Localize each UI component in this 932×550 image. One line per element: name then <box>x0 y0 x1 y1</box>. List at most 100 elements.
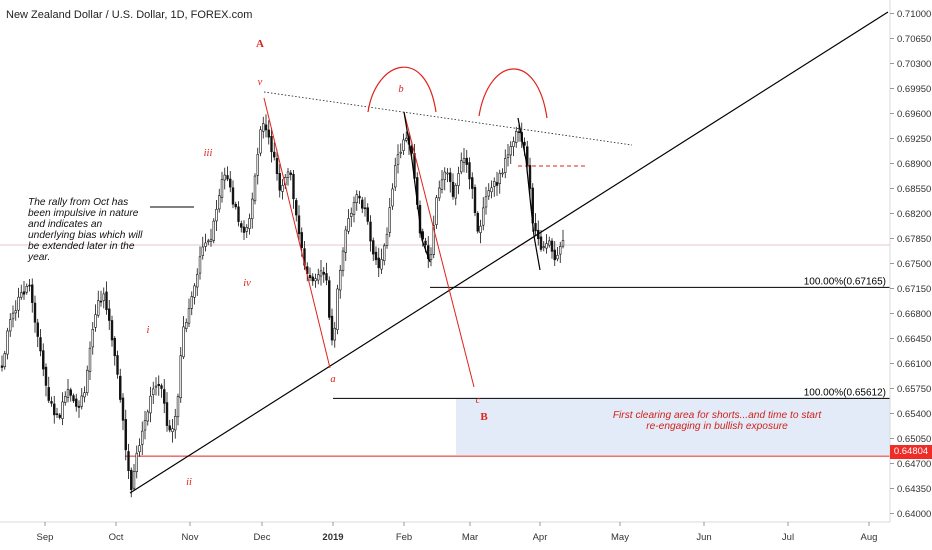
candle-body-203 <box>559 246 562 255</box>
candle-body-54 <box>149 395 152 414</box>
candle-body-122 <box>336 288 339 330</box>
candle-body-49 <box>135 452 138 473</box>
candle-body-29 <box>80 395 83 407</box>
price-tick-label-6: 0.66100 <box>897 359 931 370</box>
candle-body-63 <box>174 415 177 431</box>
candle-body-33 <box>91 329 94 348</box>
candle-body-62 <box>171 428 174 432</box>
candle-body-47 <box>130 469 133 490</box>
candle-body-17 <box>47 387 50 401</box>
candle-body-165 <box>454 184 457 199</box>
candle-body-124 <box>341 250 345 272</box>
candle-body-181 <box>498 172 501 184</box>
candle-body-194 <box>534 223 537 232</box>
price-tick-label-19: 0.70650 <box>897 34 931 45</box>
wave-c-drop <box>517 117 541 271</box>
candle-body-61 <box>168 425 171 431</box>
candle-body-116 <box>319 270 323 277</box>
candle-body-118 <box>325 273 328 281</box>
time-tick-label-3: Dec <box>254 532 271 543</box>
candle-body-142 <box>391 188 394 207</box>
time-tick-label-0: Sep <box>37 532 54 543</box>
candle-body-88 <box>242 226 246 233</box>
candle-body-69 <box>190 296 193 309</box>
candle-body-75 <box>207 240 210 243</box>
candle-body-173 <box>476 212 479 232</box>
fib-level-label-2: 100.00%(0.65612) <box>804 387 886 398</box>
fib-level-label-1: 100.00%(0.67165) <box>804 276 886 287</box>
candle-body-129 <box>355 194 358 204</box>
candle-body-41 <box>113 337 116 357</box>
candle-body-113 <box>311 276 314 282</box>
candle-body-137 <box>377 257 380 269</box>
candle-body-145 <box>399 151 402 154</box>
candle-body-139 <box>383 245 386 262</box>
candle-body-94 <box>259 129 262 154</box>
candle-body-140 <box>385 233 389 246</box>
candle-body-97 <box>267 129 270 138</box>
candle-body-128 <box>352 201 356 215</box>
current-level-price-tag: 0.64804 <box>890 445 932 459</box>
candle-body-74 <box>204 242 207 247</box>
time-tick-label-10: Jul <box>782 532 794 543</box>
candle-body-23 <box>64 396 67 403</box>
candle-body-25 <box>69 389 72 396</box>
candle-body-18 <box>50 401 53 404</box>
candle-body-185 <box>509 146 512 156</box>
candle-body-82 <box>226 175 229 180</box>
candle-body-89 <box>245 227 248 232</box>
candle-body-14 <box>39 337 42 352</box>
candle-body-107 <box>295 200 298 216</box>
candle-body-48 <box>132 471 136 489</box>
left-shoulder-arc <box>367 66 437 113</box>
wave-label-5: iv <box>243 278 251 289</box>
candle-body-169 <box>465 157 468 165</box>
candle-body-156 <box>429 254 433 260</box>
candle-body-134 <box>369 221 372 242</box>
candle-body-21 <box>58 414 61 418</box>
candle-body-35 <box>97 300 100 316</box>
wave-a-leg <box>263 97 331 369</box>
time-tick-label-9: Jun <box>696 532 711 543</box>
price-tick-label-8: 0.66800 <box>897 309 931 320</box>
candle-body-78 <box>215 208 218 222</box>
candle-body-55 <box>152 388 155 395</box>
candle-body-80 <box>220 179 224 198</box>
candle-body-130 <box>358 195 361 199</box>
candle-body-192 <box>528 165 532 189</box>
candle-body-138 <box>380 259 383 270</box>
candle-body-171 <box>471 177 474 189</box>
candle-body-87 <box>240 223 243 228</box>
candle-body-92 <box>253 175 257 202</box>
impulsive-rally-note: The rally from Oct has been impulsive in… <box>28 197 143 263</box>
candle-body-53 <box>146 411 149 422</box>
candle-body-72 <box>198 256 202 274</box>
candle-body-100 <box>275 158 279 174</box>
candle-body-71 <box>196 274 199 288</box>
price-tick-label-1: 0.64350 <box>897 484 931 495</box>
right-shoulder-arc <box>478 68 548 119</box>
candle-body-159 <box>438 187 441 199</box>
candle-body-50 <box>138 445 141 453</box>
price-tick-label-15: 0.69250 <box>897 134 931 145</box>
drawings-layer <box>129 11 889 494</box>
candle-body-144 <box>396 154 400 165</box>
candle-body-154 <box>424 240 427 246</box>
candle-body-170 <box>468 162 471 180</box>
rising-trendline <box>129 11 889 494</box>
price-tick-label-11: 0.67850 <box>897 234 931 245</box>
candle-body-135 <box>372 240 375 255</box>
candle-body-184 <box>506 154 510 158</box>
price-tick-label-13: 0.68550 <box>897 184 931 195</box>
candle-body-161 <box>443 171 446 180</box>
candle-body-10 <box>28 284 31 287</box>
candle-body-20 <box>55 413 59 415</box>
candle-body-199 <box>548 240 551 246</box>
candle-body-157 <box>432 225 435 255</box>
candles-layer <box>0 114 565 498</box>
candle-body-200 <box>550 240 554 252</box>
wave-label-8: b <box>398 84 403 95</box>
candle-body-175 <box>482 207 485 226</box>
